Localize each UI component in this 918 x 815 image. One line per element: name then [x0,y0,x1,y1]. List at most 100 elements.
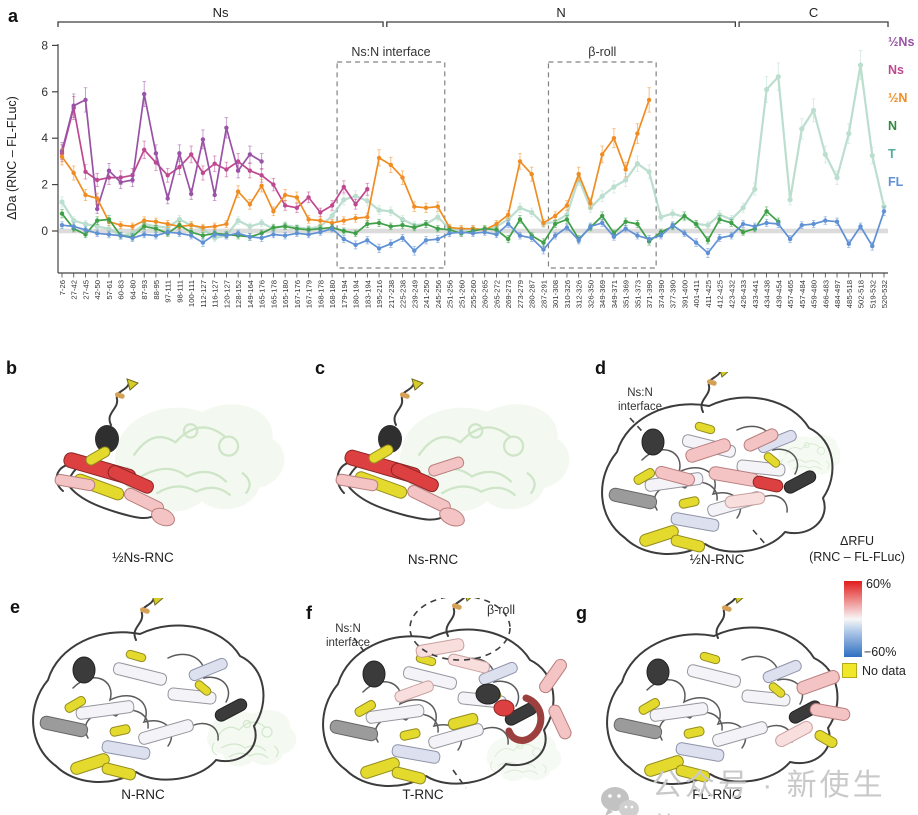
panel-b-caption: ½Ns-RNC [112,550,174,565]
svg-text:260-265: 260-265 [481,280,490,308]
color-scale-title-line1: ΔRFU [839,534,875,548]
svg-text:520-532: 520-532 [880,280,889,308]
svg-text:Ns: Ns [888,63,904,77]
svg-text:251-260: 251-260 [457,280,466,308]
svg-text:0: 0 [41,224,48,238]
svg-text:42-50: 42-50 [93,280,102,300]
color-scale-gradient-bar [844,581,862,657]
panel-d-structure [601,372,840,556]
no-data-swatch [842,663,857,678]
svg-text:349-371: 349-371 [610,280,619,308]
svg-text:439-454: 439-454 [774,279,783,308]
svg-text:Ns: Ns [213,5,229,20]
color-scale-title: ΔRFU (RNC – FL-FLuc) [796,533,918,566]
svg-text:128-152: 128-152 [234,280,243,308]
svg-text:273-279: 273-279 [516,280,525,308]
svg-text:239-249: 239-249 [410,280,419,308]
svg-text:98-111: 98-111 [175,280,184,303]
panel-g-structure [606,598,851,786]
annotation-line1: Ns:N [627,387,653,399]
svg-text:4: 4 [41,131,48,145]
svg-text:217-238: 217-238 [387,280,396,308]
svg-text:245-256: 245-256 [434,280,443,308]
svg-text:168-180: 168-180 [328,280,337,308]
svg-text:485-518: 485-518 [845,280,854,308]
panel-c-label: c [315,358,326,378]
svg-text:64-80: 64-80 [129,280,138,300]
panel-d-caption: ½N-RNC [689,552,745,567]
color-scale-legend: ΔRFU (RNC – FL-FLuc) 60% −60% No data [796,533,918,678]
svg-text:401-411: 401-411 [692,280,701,308]
svg-text:377-390: 377-390 [669,280,678,308]
panel-e-structure [32,598,297,784]
svg-text:165-176: 165-176 [258,280,267,308]
svg-text:251-256: 251-256 [446,280,455,308]
svg-text:502-518: 502-518 [857,280,866,308]
annotation-line2: interface [325,637,371,650]
svg-text:255-260: 255-260 [469,280,478,308]
svg-text:97-111: 97-111 [164,280,173,303]
panel-e-caption: N-RNC [121,787,165,802]
svg-text:½Ns: ½Ns [888,35,914,49]
watermark-text: 公众号 · 新使生物 [651,769,886,815]
panel-f-caption: T-RNC [402,787,444,802]
svg-text:423-432: 423-432 [727,280,736,308]
svg-text:287-291: 287-291 [540,280,549,308]
svg-text:459-480: 459-480 [810,280,819,308]
svg-text:466-483: 466-483 [821,280,830,308]
panel-f-annotation-interface: Ns:N interface [316,622,380,651]
svg-text:312-326: 312-326 [575,280,584,308]
panel-c-structure [335,378,571,527]
wechat-logo-icon [600,787,639,815]
svg-text:433-441: 433-441 [751,280,760,308]
no-data-label: No data [862,663,906,678]
svg-text:411-425: 411-425 [704,280,713,308]
svg-text:Ns:N interface: Ns:N interface [351,45,430,59]
svg-text:484-497: 484-497 [833,280,842,308]
svg-text:426-433: 426-433 [739,280,748,308]
svg-text:100-111: 100-111 [187,280,196,307]
svg-text:116-127: 116-127 [211,280,220,308]
svg-text:457-465: 457-465 [786,280,795,308]
svg-text:195-216: 195-216 [375,280,384,308]
watermark: 公众号 · 新使生物 [598,760,918,815]
svg-text:87-93: 87-93 [140,280,149,300]
panel-a-label: a [8,6,19,26]
panel-b-label: b [6,358,17,378]
svg-text:371-390: 371-390 [645,280,654,308]
svg-text:412-425: 412-425 [716,280,725,308]
svg-text:269-273: 269-273 [504,280,513,308]
panel-e-label: e [10,597,21,617]
annotation-line1: Ns:N [335,623,361,635]
svg-text:374-390: 374-390 [657,280,666,308]
svg-text:167-179: 167-179 [305,280,314,308]
svg-text:112-127: 112-127 [199,280,208,308]
svg-text:165-180: 165-180 [281,280,290,308]
svg-text:351-369: 351-369 [622,280,631,308]
svg-text:149-164: 149-164 [246,279,255,308]
panel-d-label: d [595,358,606,378]
svg-text:7-26: 7-26 [58,280,67,295]
svg-text:N: N [556,5,565,20]
svg-text:C: C [809,5,818,20]
svg-text:391-400: 391-400 [680,280,689,308]
svg-text:168-178: 168-178 [316,280,325,308]
color-scale-title-line2: (RNC – FL-FLuc) [809,550,905,565]
svg-text:180-194: 180-194 [352,279,361,308]
panel-g-label: g [576,603,587,623]
svg-text:6: 6 [41,85,48,99]
svg-text:FL: FL [888,175,904,189]
svg-text:165-178: 165-178 [269,280,278,308]
svg-text:301-308: 301-308 [551,280,560,308]
svg-text:457-484: 457-484 [798,279,807,308]
svg-text:265-272: 265-272 [493,280,502,308]
svg-text:88-95: 88-95 [152,280,161,300]
svg-text:8: 8 [41,38,48,52]
svg-text:ΔDa (RNC – FL-FLuc): ΔDa (RNC – FL-FLuc) [5,96,19,220]
svg-text:310-326: 310-326 [563,280,572,308]
svg-text:½N: ½N [888,91,907,105]
svg-text:225-238: 225-238 [399,280,408,308]
svg-text:120-127: 120-127 [222,280,231,308]
panel-b-structure [54,378,286,527]
